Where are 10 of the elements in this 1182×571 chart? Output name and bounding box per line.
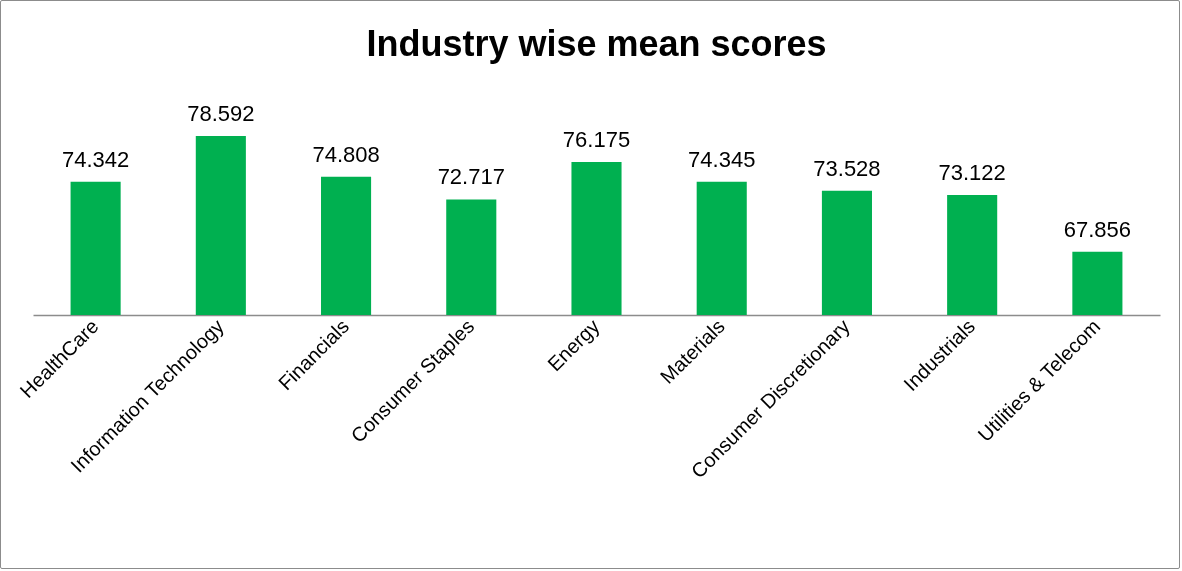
data-label: 76.175 xyxy=(562,127,631,153)
data-label: 74.342 xyxy=(61,146,130,172)
data-label: 73.528 xyxy=(813,155,881,181)
data-label: 74.345 xyxy=(688,146,756,172)
data-label: 73.122 xyxy=(938,160,1006,186)
data-label: 74.808 xyxy=(312,141,380,167)
data-label: 78.592 xyxy=(187,101,255,126)
chart-title: Industry wise mean scores xyxy=(366,23,827,64)
data-label: 67.856 xyxy=(1063,216,1132,242)
data-label: 72.717 xyxy=(437,164,505,190)
